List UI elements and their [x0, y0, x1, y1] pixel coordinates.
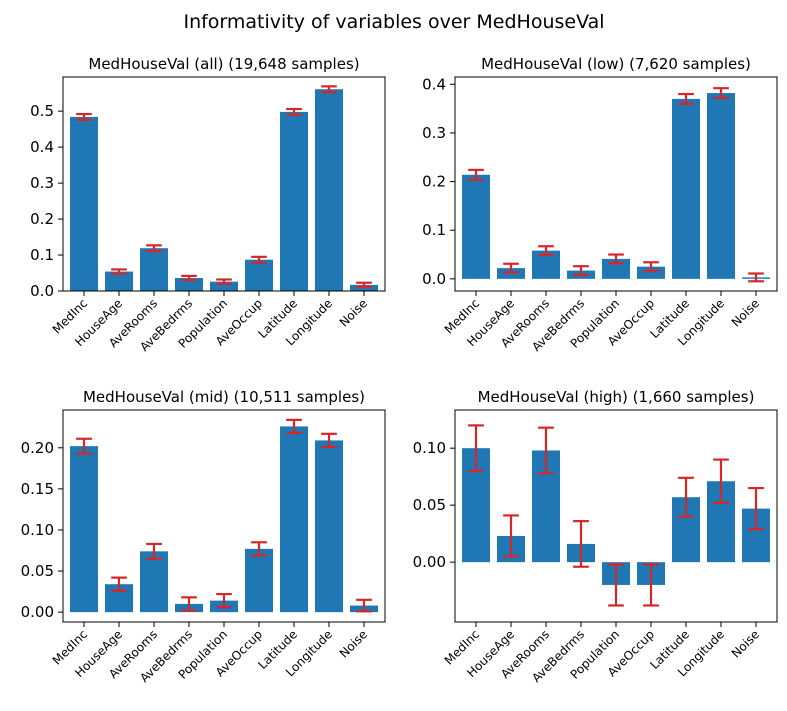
bar-medinc [70, 446, 98, 613]
bar-averooms [140, 551, 168, 613]
error-bar [111, 268, 127, 275]
bar-longitude [315, 440, 343, 613]
error-bar [76, 112, 92, 121]
bar-longitude [707, 93, 735, 279]
bar-longitude [315, 89, 343, 291]
y-tick-label: 0.10 [413, 439, 446, 457]
error-bar [181, 596, 197, 612]
bar-aveoccup [245, 259, 273, 291]
chart-panels: MedHouseVal (all) (19,648 samples) 0.0 0.1… [21, 55, 778, 685]
y-tick-label: 0.05 [21, 562, 54, 580]
x-tick-label: Noise [729, 296, 762, 329]
error-bar [678, 92, 694, 105]
error-bar [251, 255, 267, 264]
error-bar [573, 520, 589, 568]
y-tick-label: 0.2 [30, 210, 54, 228]
error-bar [748, 486, 764, 531]
y-tick-label: 0.2 [422, 173, 446, 191]
y-tick-label: 0.05 [413, 496, 446, 514]
y-tick-label: 0.0 [422, 270, 446, 288]
error-bar [748, 272, 764, 283]
error-bar [713, 87, 729, 100]
error-bar [643, 261, 659, 273]
y-tick-label: 0.5 [30, 102, 54, 120]
error-bar [181, 274, 197, 282]
panel-low: MedHouseVal (low) (7,620 samples) 0.0 0.1 0… [422, 55, 778, 354]
error-bar [146, 244, 162, 253]
error-bar [468, 424, 484, 473]
bar-aveoccup [245, 548, 273, 613]
bar-latitude [280, 111, 308, 292]
bar-averooms [140, 248, 168, 291]
error-bar [503, 262, 519, 274]
error-bar [468, 168, 484, 181]
error-bar [503, 514, 519, 558]
bar-population [210, 281, 238, 291]
subplot-title: MedHouseVal (mid) (10,511 samples) [83, 388, 365, 406]
error-bar [608, 563, 624, 607]
error-bar [251, 541, 267, 557]
error-bar [608, 253, 624, 265]
y-tick-label: 0.0 [30, 282, 54, 300]
error-bar [321, 432, 337, 449]
bar-houseage [105, 271, 133, 291]
error-bar [356, 598, 372, 613]
error-bar [321, 85, 337, 94]
x-tick-label: Noise [337, 627, 370, 660]
y-tick-label: 0.00 [21, 603, 54, 621]
y-tick-label: 0.1 [422, 221, 446, 239]
bar-latitude [280, 426, 308, 613]
bar-aveoccup [637, 266, 665, 279]
figure-title: Informativity of variables over MedHouse… [183, 11, 604, 33]
y-tick-label: 0.1 [30, 246, 54, 264]
error-bar [286, 107, 302, 116]
error-bar [146, 542, 162, 560]
error-bar [538, 426, 554, 475]
error-bar [538, 245, 554, 257]
error-bar [643, 563, 659, 607]
error-bar [713, 458, 729, 504]
error-bar [356, 281, 372, 289]
subplot-title: MedHouseVal (all) (19,648 samples) [88, 55, 359, 73]
y-tick-label: 0.3 [30, 174, 54, 192]
x-tick-label: Noise [729, 627, 762, 660]
bar-latitude [672, 98, 700, 279]
y-tick-label: 0.4 [30, 138, 54, 156]
error-bar [678, 476, 694, 518]
y-tick-label: 0.3 [422, 124, 446, 142]
y-tick-label: 0.10 [21, 521, 54, 539]
error-bar [216, 278, 232, 285]
error-bar [573, 265, 589, 277]
x-tick-label: Noise [337, 296, 370, 329]
y-tick-label: 0.20 [21, 439, 54, 457]
error-bar [76, 437, 92, 455]
panel-all: MedHouseVal (all) (19,648 samples) 0.0 0.1… [30, 55, 386, 354]
y-tick-label: 0.15 [21, 480, 54, 498]
subplot-title: MedHouseVal (high) (1,660 samples) [478, 388, 755, 406]
bar-medinc [70, 116, 98, 291]
bar-medinc [462, 174, 490, 279]
y-tick-label: 0.4 [422, 75, 446, 93]
panel-mid: MedHouseVal (mid) (10,511 samples) 0.00 0.… [21, 388, 386, 685]
subplot-title: MedHouseVal (low) (7,620 samples) [481, 55, 751, 73]
error-bar [216, 592, 232, 609]
y-tick-label: 0.00 [413, 553, 446, 571]
error-bar [286, 418, 302, 435]
panel-high: MedHouseVal (high) (1,660 samples) 0.00 0.… [413, 388, 778, 685]
error-bar [111, 576, 127, 592]
